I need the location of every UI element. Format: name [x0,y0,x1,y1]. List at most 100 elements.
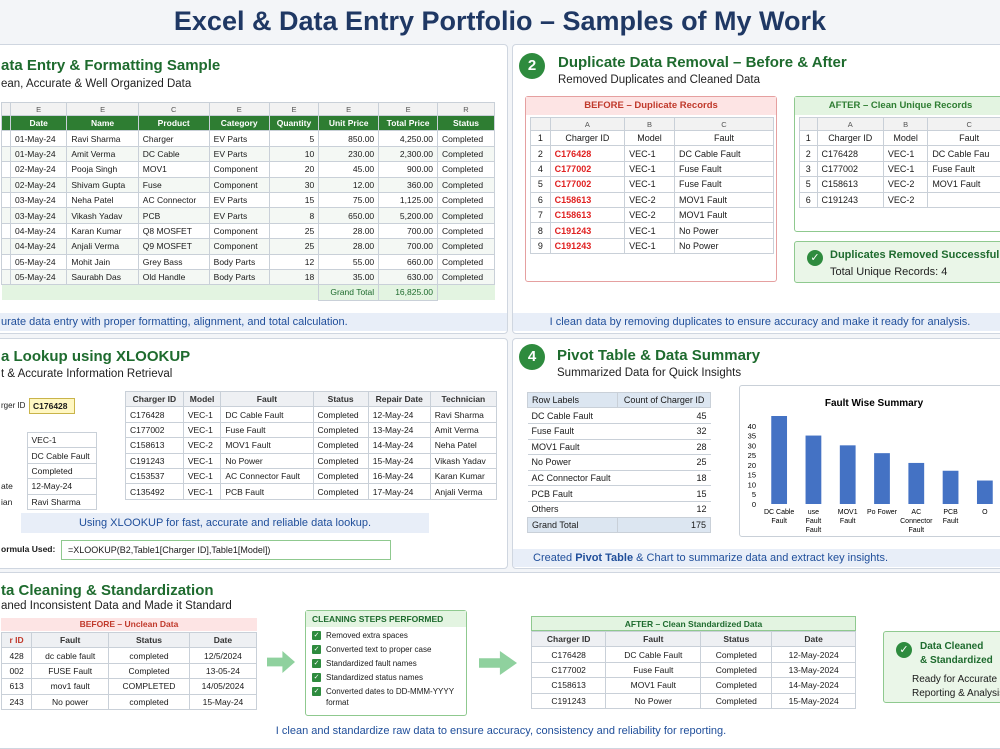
cleaning-step: ✓ Removed extra spaces [312,630,460,641]
table-cell: 700.00 [378,222,439,240]
table-cell: No Power [673,237,775,255]
panel-title: a Lookup using XLOOKUP [1,348,191,365]
table-cell: 6 [530,191,551,208]
lookup-input[interactable]: C176428 [29,398,75,414]
table-cell: completed [108,647,190,664]
table-cell: No Power [673,222,775,239]
table-cell: 01-May-24 [9,145,68,163]
panel-title: ata Entry & Formatting Sample [1,57,221,74]
table-cell: C191243 [530,692,607,709]
success-title: Duplicates Removed Successfully [830,249,1000,261]
column-header: Charger ID [816,129,884,147]
column-header: Charger ID [125,390,184,408]
column-header: Model [182,390,222,408]
table-cell: DC Cable Fault [220,406,314,423]
clean-table: Charger ID Fault Status Date C176428 DC Cabl… [530,630,856,709]
y-tick-label: 10 [748,480,756,489]
after-table: A B C 1 Charger ID Model Fault 2 C176428 VEC-1 DC … [799,117,1000,208]
panel-duplicate-removal: 2 Duplicate Data Removal – Before & Afte… [512,44,1000,334]
x-tick-label: AC [911,509,921,516]
table-cell: C176428 [549,145,626,162]
table-cell: 25 [617,454,711,471]
column-header: Status [312,390,369,408]
table-cell: 04-May-24 [9,238,68,255]
column-letter: C [927,117,1000,131]
table-cell: MOV1 Fault [673,206,775,224]
y-tick-label: 5 [752,490,756,499]
table-cell: 05-May-24 [9,253,68,270]
table-cell: COMPLETED [108,678,190,695]
panel-title: Pivot Table & Data Summary [557,347,761,364]
step-text: Removed extra spaces [326,631,408,640]
panel-cleaning: ta Cleaning & Standardization aned Incon… [0,572,1000,749]
table-cell: C177002 [549,176,626,193]
after-table-box: AFTER – Clean Unique Records A B C 1 Charger… [794,96,1000,232]
lookup-label: rger ID [1,401,26,410]
table-cell: 14-May-2024 [771,677,856,694]
step-text: Converted dates to DD-MMM-YYYY format [326,687,454,707]
table-cell: MOV1 Fault [605,677,702,694]
column-header: Fault [31,631,110,649]
table-cell: DC Cable Fau [927,145,1000,162]
table-cell: VEC-1 [182,421,222,439]
table-cell: Neha Patel [66,191,139,209]
table-cell: 243 [0,693,33,710]
success-subtitle: Total Unique Records: 4 [830,266,948,278]
column-letter: E [9,102,68,116]
check-icon: ✓ [312,631,321,640]
result-label [1,463,27,478]
result-label [1,433,27,448]
pivot-row: Others 12 [527,500,711,518]
table-cell: Anjali Verma [429,483,498,500]
column-header: Status [108,631,190,649]
unclean-table: r ID Fault Status Date 428 dc cable fault com… [0,631,258,710]
pivot-table: Row Labels Count of Charger ID DC Cable F… [526,391,711,533]
table-cell: MOV1 [137,161,210,178]
panel-footer: I clean and standardize raw data to ensu… [275,725,727,737]
table-cell: 15-May-24 [367,452,431,469]
table-cell: Body Parts [208,253,270,270]
table-cell: 6 [799,191,818,208]
table-cell: Vikash Yadav [429,452,498,469]
formula-bar[interactable]: =XLOOKUP(B2,Table1[Charger ID],Table1[Mo… [61,540,391,560]
check-icon: ✓ [312,659,321,668]
table-row: 5 C177002 VEC-1 Fuse Fault [530,176,775,193]
panel-subtitle: aned Inconsistent Data and Made it Stand… [1,600,232,612]
table-cell: 12 [268,253,320,270]
check-icon: ✓ [896,642,912,658]
table-cell: EV Parts [208,207,270,224]
column-letter: C [673,117,775,131]
table-row: C177002 Fuse Fault Completed 13-May-2024 [530,661,856,679]
column-header: Name [66,114,139,132]
table-cell: Component [208,222,270,240]
table-cell: Fuse Fault [605,661,702,679]
column-header: Product [137,114,210,132]
grand-total-cell: Grand Total [526,516,619,533]
bar [874,453,890,504]
table-cell: C177002 [549,160,626,178]
done-sub-2: Reporting & Analysis [912,688,1000,699]
table-cell: VEC-1 [182,406,222,423]
bar [805,435,822,504]
empty-cell [209,285,269,300]
pivot-header-row: Row Labels Count of Charger ID [526,391,711,409]
table-row: 04-May-24 Anjali Verma Q9 MOSFET Component 2… [1,238,495,255]
table-cell: 03-May-24 [9,207,68,224]
y-tick-label: 20 [748,461,756,470]
cleaning-step: ✓ Converted dates to DD-MMM-YYYY format [312,686,460,708]
pivot-row: AC Connector Fault 18 [527,469,711,487]
table-cell: C158613 [125,437,184,454]
table-cell: Karan Kumar [429,467,498,485]
table-cell: 15-May-24 [188,693,258,710]
x-tick-label: Fault [806,518,822,525]
table-cell: 5,200.00 [378,207,439,224]
done-title-1: Data Cleaned [920,641,984,652]
table-row: 05-May-24 Saurabh Das Old Handle Body Parts… [1,268,495,286]
table-cell: C158613 [549,206,626,224]
table-cell: 2,300.00 [378,145,439,163]
page-title: Excel & Data Entry Portfolio – Samples o… [173,6,827,36]
table-cell: 28.00 [318,238,380,255]
table-cell: 630.00 [378,268,439,286]
step-text: Standardized fault names [326,659,417,668]
header-row: 1 Charger ID Model Fault [530,129,775,147]
